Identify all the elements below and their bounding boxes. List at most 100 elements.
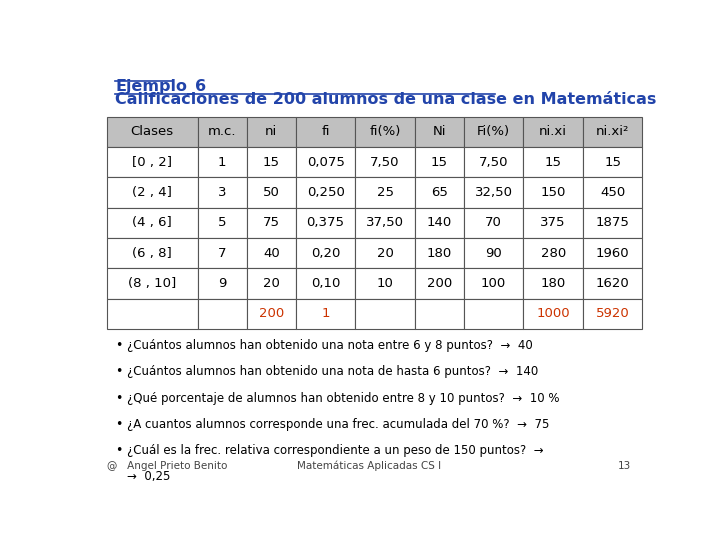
Text: 15: 15	[544, 156, 562, 168]
Polygon shape	[415, 299, 464, 329]
Text: Ni: Ni	[433, 125, 446, 138]
Text: ni.xi: ni.xi	[539, 125, 567, 138]
Text: fi: fi	[321, 125, 330, 138]
Text: (2 , 4]: (2 , 4]	[132, 186, 172, 199]
Text: 0,20: 0,20	[311, 247, 341, 260]
Text: •: •	[115, 392, 122, 404]
Polygon shape	[583, 208, 642, 238]
Polygon shape	[415, 147, 464, 177]
Text: •: •	[115, 366, 122, 379]
Text: 10: 10	[377, 277, 394, 290]
Polygon shape	[296, 238, 356, 268]
Text: 20: 20	[263, 277, 280, 290]
Text: •: •	[115, 444, 122, 457]
Text: •: •	[115, 418, 122, 431]
Polygon shape	[415, 268, 464, 299]
Text: 0,075: 0,075	[307, 156, 344, 168]
Text: 1: 1	[218, 156, 227, 168]
Polygon shape	[583, 299, 642, 329]
Polygon shape	[107, 177, 198, 208]
Polygon shape	[198, 117, 247, 147]
Text: 200: 200	[258, 307, 284, 320]
Polygon shape	[523, 268, 583, 299]
Polygon shape	[107, 147, 198, 177]
Text: 75: 75	[263, 217, 280, 230]
Text: 200: 200	[427, 277, 452, 290]
Polygon shape	[198, 177, 247, 208]
Polygon shape	[464, 208, 523, 238]
Polygon shape	[296, 208, 356, 238]
Polygon shape	[356, 238, 415, 268]
Text: ni: ni	[265, 125, 277, 138]
Polygon shape	[464, 238, 523, 268]
Polygon shape	[464, 299, 523, 329]
Polygon shape	[523, 299, 583, 329]
Polygon shape	[247, 177, 296, 208]
Polygon shape	[198, 268, 247, 299]
Text: 180: 180	[427, 247, 452, 260]
Polygon shape	[583, 147, 642, 177]
Text: m.c.: m.c.	[208, 125, 237, 138]
Polygon shape	[107, 268, 198, 299]
Polygon shape	[583, 177, 642, 208]
Polygon shape	[356, 268, 415, 299]
Text: 180: 180	[541, 277, 566, 290]
Text: 280: 280	[541, 247, 566, 260]
Text: Matemáticas Aplicadas CS I: Matemáticas Aplicadas CS I	[297, 461, 441, 471]
Text: 140: 140	[427, 217, 452, 230]
Text: @   Angel Prieto Benito: @ Angel Prieto Benito	[107, 462, 227, 471]
Text: →  0,25: → 0,25	[127, 470, 171, 483]
Text: (8 , 10]: (8 , 10]	[128, 277, 176, 290]
Text: 100: 100	[481, 277, 506, 290]
Polygon shape	[296, 299, 356, 329]
Polygon shape	[415, 177, 464, 208]
Text: 1960: 1960	[596, 247, 629, 260]
Text: 37,50: 37,50	[366, 217, 404, 230]
Polygon shape	[415, 117, 464, 147]
Polygon shape	[415, 208, 464, 238]
Text: (4 , 6]: (4 , 6]	[132, 217, 172, 230]
Polygon shape	[523, 208, 583, 238]
Polygon shape	[296, 268, 356, 299]
Text: fi(%): fi(%)	[369, 125, 401, 138]
Polygon shape	[107, 208, 198, 238]
Text: 32,50: 32,50	[474, 186, 513, 199]
Polygon shape	[464, 117, 523, 147]
Text: 5: 5	[218, 217, 227, 230]
Text: 7,50: 7,50	[370, 156, 400, 168]
Text: ¿A cuantos alumnos corresponde una frec. acumulada del 70 %?  →  75: ¿A cuantos alumnos corresponde una frec.…	[127, 418, 550, 431]
Text: 70: 70	[485, 217, 502, 230]
Polygon shape	[107, 299, 198, 329]
Text: ¿Cuántos alumnos han obtenido una nota entre 6 y 8 puntos?  →  40: ¿Cuántos alumnos han obtenido una nota e…	[127, 339, 533, 352]
Text: 5920: 5920	[595, 307, 629, 320]
Text: 1875: 1875	[595, 217, 629, 230]
Text: 0,250: 0,250	[307, 186, 344, 199]
Polygon shape	[247, 208, 296, 238]
Text: ¿Cuántos alumnos han obtenido una nota de hasta 6 puntos?  →  140: ¿Cuántos alumnos han obtenido una nota d…	[127, 366, 539, 379]
Text: 1620: 1620	[595, 277, 629, 290]
Text: 3: 3	[218, 186, 227, 199]
Polygon shape	[415, 238, 464, 268]
Text: 1: 1	[321, 307, 330, 320]
Text: 1000: 1000	[536, 307, 570, 320]
Text: 7: 7	[218, 247, 227, 260]
Text: ni.xi²: ni.xi²	[596, 125, 629, 138]
Polygon shape	[247, 117, 296, 147]
Polygon shape	[356, 147, 415, 177]
Polygon shape	[198, 238, 247, 268]
Text: 65: 65	[431, 186, 448, 199]
Text: Calificaciones de 200 alumnos de una clase en Matemáticas: Calificaciones de 200 alumnos de una cla…	[115, 92, 657, 107]
Polygon shape	[523, 117, 583, 147]
Polygon shape	[296, 147, 356, 177]
Text: ¿Cuál es la frec. relativa correspondiente a un peso de 150 puntos?  →: ¿Cuál es la frec. relativa correspondien…	[127, 444, 544, 457]
Text: Clases: Clases	[131, 125, 174, 138]
Text: (6 , 8]: (6 , 8]	[132, 247, 172, 260]
Polygon shape	[523, 238, 583, 268]
Polygon shape	[583, 268, 642, 299]
Text: ¿Qué porcentaje de alumnos han obtenido entre 8 y 10 puntos?  →  10 %: ¿Qué porcentaje de alumnos han obtenido …	[127, 392, 560, 404]
Polygon shape	[523, 177, 583, 208]
Polygon shape	[583, 238, 642, 268]
Polygon shape	[198, 208, 247, 238]
Polygon shape	[296, 117, 356, 147]
Polygon shape	[107, 238, 198, 268]
